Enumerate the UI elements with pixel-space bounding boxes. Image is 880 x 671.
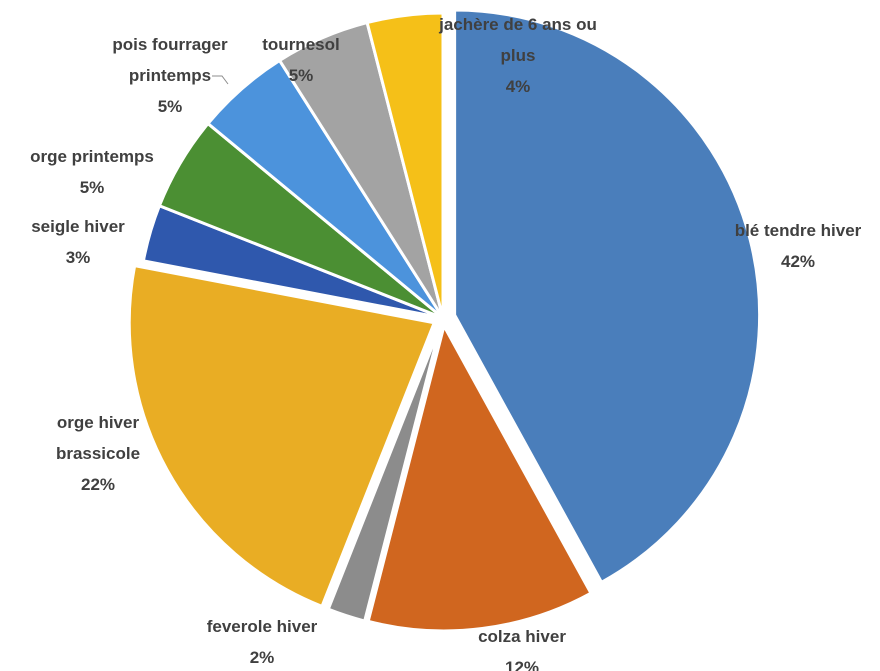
leader-line-pois-fourrager-printemps	[212, 75, 229, 85]
data-label-tournesol: tournesol 5%	[262, 35, 339, 85]
data-label-feverole-hiver: feverole hiver 2%	[207, 617, 318, 667]
data-label-jachere-de-6-ans-ou-plus: jachère de 6 ans ou plus 4%	[438, 15, 597, 96]
pie-slice-colza-hiver	[366, 324, 593, 633]
pie-slice-orge-hiver-brassicole	[127, 264, 436, 608]
data-label-ble-tendre-hiver: blé tendre hiver 42%	[735, 221, 862, 271]
data-label-colza-hiver: colza hiver 12%	[478, 627, 566, 671]
pie-slice-ble-tendre-hiver	[453, 8, 762, 584]
data-label-orge-hiver-brassicole: orge hiver brassicole 22%	[56, 413, 140, 494]
data-labels: blé tendre hiver 42% colza hiver 12% feverol…	[30, 15, 862, 671]
pie-slice-jachere-de-6-ans-ou-plus	[365, 11, 445, 320]
pie-slices	[127, 8, 762, 633]
pie-slice-feverole-hiver	[326, 324, 443, 623]
data-label-seigle-hiver: seigle hiver 3%	[31, 217, 125, 267]
data-label-pois-fourrager-printemps: pois fourrager printemps 5%	[112, 35, 228, 116]
leader-lines	[212, 75, 229, 85]
data-label-orge-printemps: orge printemps 5%	[30, 147, 154, 197]
